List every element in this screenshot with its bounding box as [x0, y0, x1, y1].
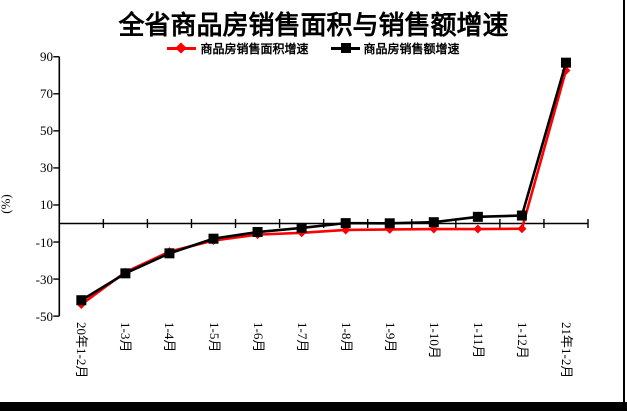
- x-category-label: 1-3月: [118, 322, 134, 353]
- data-point-marker: [473, 224, 483, 234]
- legend: 商品房销售面积增速 商品房销售额增速: [0, 40, 627, 56]
- bottom-border-bar: [0, 402, 627, 411]
- data-point-marker: [252, 227, 263, 238]
- data-point-marker: [164, 248, 175, 259]
- red-line-diamond-marker-icon: [167, 42, 197, 54]
- x-category-label: 1-6月: [250, 322, 266, 353]
- x-category-label: 20年1-2月: [74, 322, 90, 379]
- x-category-label: 1-10月: [426, 322, 442, 359]
- data-point-marker: [472, 211, 483, 222]
- y-tick-label: 70: [40, 86, 53, 102]
- series-line-0: [80, 70, 568, 306]
- y-tick-label: -30: [35, 271, 53, 287]
- x-category-label: 1-8月: [338, 322, 354, 353]
- legend-label-sales-amount: 商品房销售额增速: [363, 41, 460, 56]
- data-point-marker: [560, 57, 571, 68]
- y-axis-unit-label: (%): [0, 194, 13, 214]
- data-point-marker: [76, 295, 87, 306]
- data-point-marker: [516, 210, 527, 221]
- x-category-label: 1-11月: [470, 322, 486, 359]
- y-tick-label: 50: [40, 123, 53, 139]
- x-category-label: 1-9月: [382, 322, 398, 353]
- black-line-square-marker-icon: [330, 42, 360, 54]
- y-tick-label: -50: [35, 308, 53, 324]
- data-point-marker: [517, 224, 527, 234]
- x-category-label: 1-4月: [162, 322, 178, 353]
- chart-title: 全省商品房销售面积与销售额增速: [118, 11, 509, 40]
- legend-item-sales-area: 商品房销售面积增速: [167, 40, 309, 57]
- x-category-label: 1-7月: [294, 322, 310, 353]
- right-border-line: [623, 0, 625, 402]
- data-point-marker: [296, 222, 307, 233]
- data-point-marker: [120, 268, 131, 279]
- y-tick-label: -10: [35, 234, 53, 250]
- data-point-marker: [384, 218, 395, 229]
- data-point-marker: [340, 218, 351, 229]
- y-tick-label: 10: [40, 197, 53, 213]
- legend-item-sales-amount: 商品房销售额增速: [330, 40, 460, 57]
- legend-label-sales-area: 商品房销售面积增速: [200, 41, 309, 56]
- y-tick-label: 90: [40, 49, 53, 65]
- data-point-marker: [428, 217, 439, 228]
- x-category-label: 1-5月: [206, 322, 222, 353]
- x-category-label: 1-12月: [514, 322, 530, 359]
- y-tick-label: 30: [40, 160, 53, 176]
- data-point-marker: [208, 233, 219, 244]
- x-category-label: 21年1-2月: [558, 322, 574, 379]
- series-line-1: [80, 62, 568, 302]
